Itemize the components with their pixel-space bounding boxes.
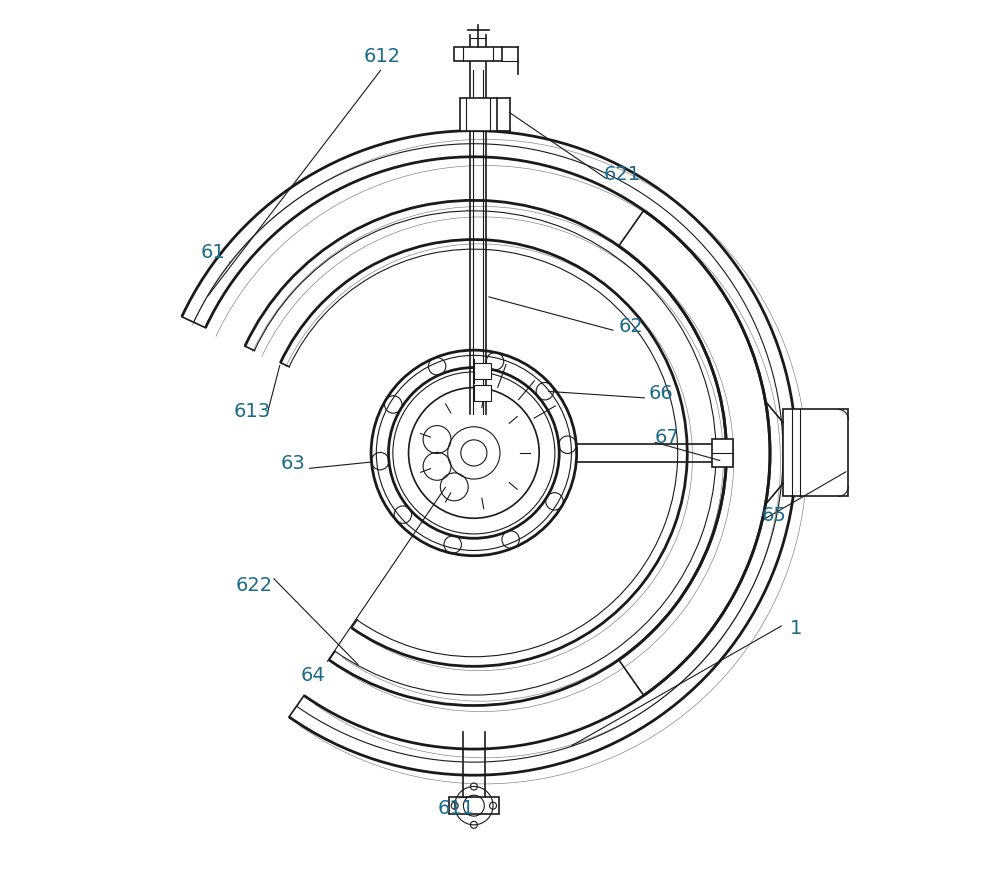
Text: 64: 64 (300, 665, 325, 685)
Text: 622: 622 (236, 576, 273, 595)
Bar (783, 409, 848, 496)
Text: 63: 63 (280, 454, 305, 473)
Text: 621: 621 (603, 165, 641, 184)
Text: 1: 1 (790, 619, 802, 638)
Text: 62: 62 (618, 317, 643, 336)
Bar (474, 363, 491, 379)
Bar (712, 439, 733, 467)
Text: 613: 613 (233, 402, 270, 421)
Text: 611: 611 (438, 799, 475, 818)
Bar (460, 98, 497, 131)
Bar (474, 385, 491, 401)
Text: 67: 67 (655, 428, 680, 447)
Text: 612: 612 (364, 47, 401, 66)
Text: 66: 66 (649, 384, 674, 403)
Bar (454, 47, 502, 61)
Bar (449, 797, 499, 814)
Text: 65: 65 (762, 506, 787, 525)
Text: 61: 61 (200, 243, 225, 262)
